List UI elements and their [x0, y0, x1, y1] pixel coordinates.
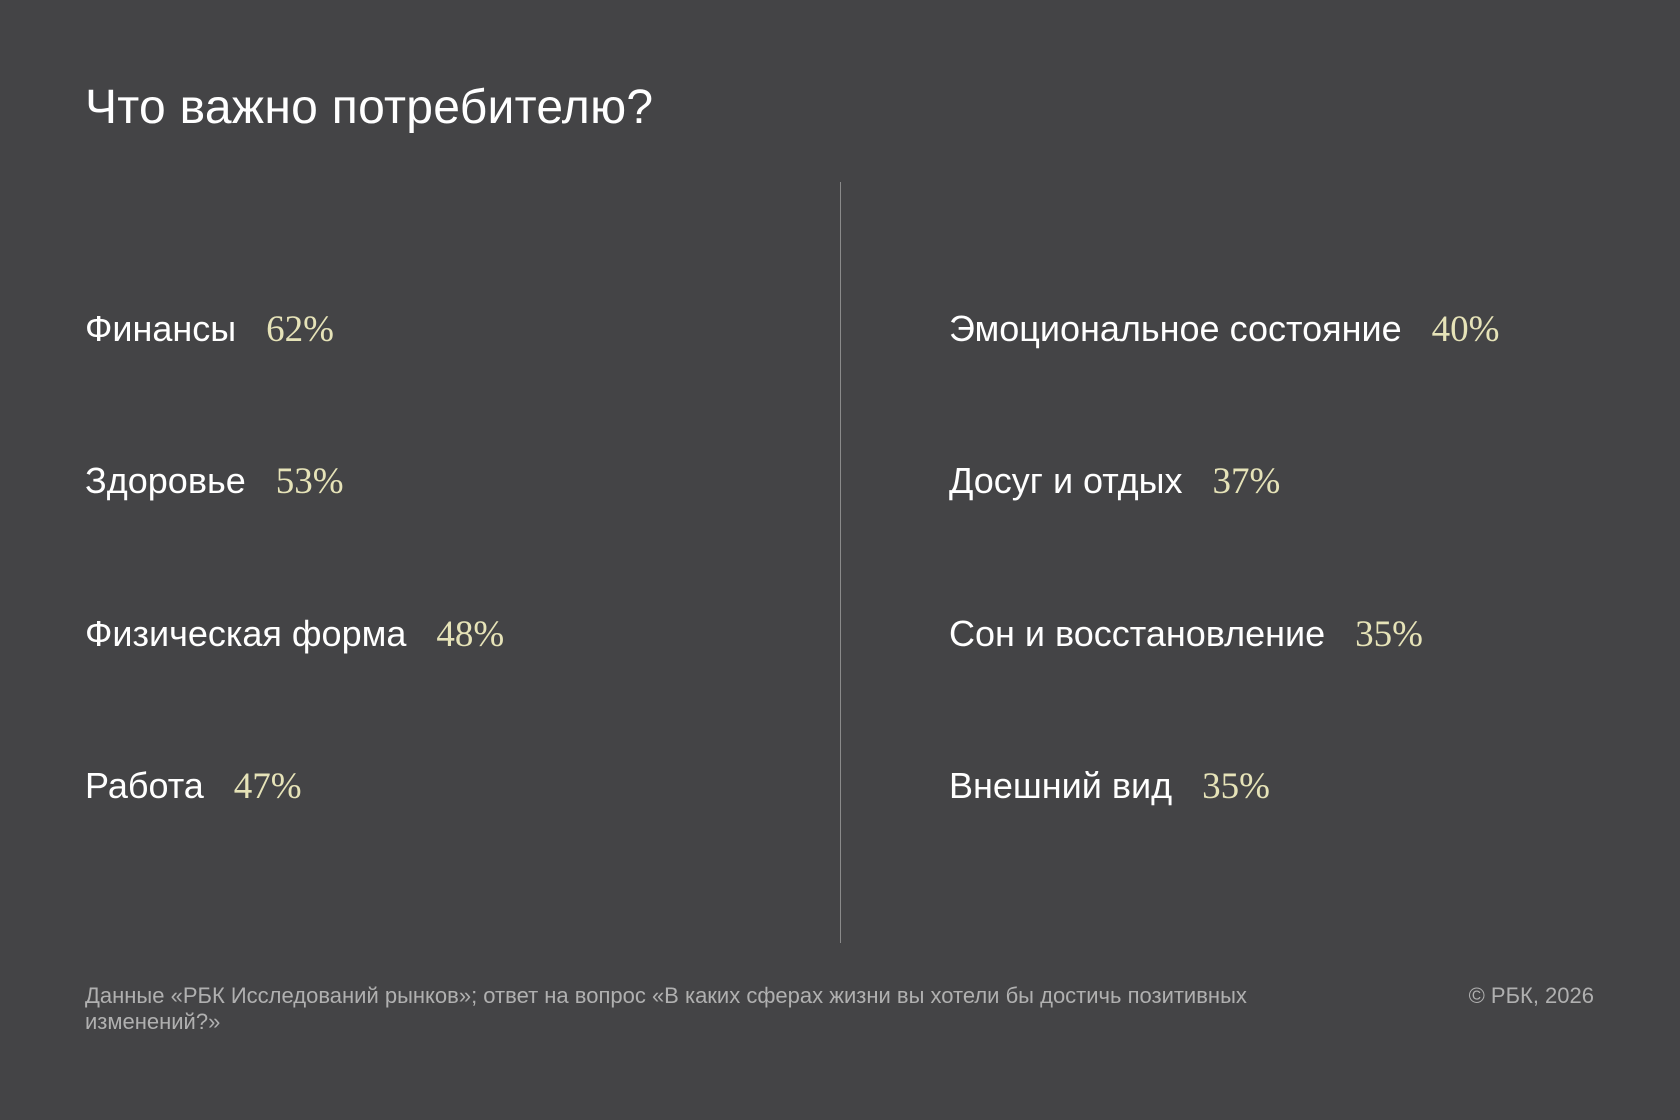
item: Эмоциональное состояние 40% — [949, 309, 1499, 350]
item-label: Внешний вид — [949, 765, 1173, 806]
item-value: 40% — [1431, 309, 1500, 350]
item: Внешний вид 35% — [949, 766, 1270, 807]
copyright: © РБК, 2026 — [1468, 983, 1594, 1008]
item-value: 48% — [436, 614, 505, 655]
item-label: Эмоциональное состояние — [949, 308, 1402, 349]
item-value: 62% — [266, 309, 334, 350]
item-label: Физическая форма — [85, 613, 407, 654]
item-label: Здоровье — [85, 460, 246, 501]
item-label: Досуг и отдых — [949, 460, 1183, 501]
item-value: 35% — [1355, 614, 1423, 655]
divider — [840, 182, 841, 943]
item: Работа 47% — [85, 766, 302, 807]
item-value: 37% — [1212, 461, 1281, 502]
item: Финансы 62% — [85, 309, 334, 350]
source-note: Данные «РБК Исследований рынков»; ответ … — [85, 983, 1247, 1034]
item: Сон и восстановление 35% — [949, 614, 1423, 655]
item-value: 53% — [275, 461, 344, 502]
item: Физическая форма 48% — [85, 614, 504, 655]
item-label: Сон и восстановление — [949, 613, 1326, 654]
item-value: 35% — [1202, 766, 1270, 807]
title: Что важно потребителю? — [85, 81, 654, 134]
item-value: 47% — [233, 766, 302, 807]
item-label: Работа — [85, 765, 204, 806]
item: Досуг и отдых 37% — [949, 461, 1280, 502]
item: Здоровье 53% — [85, 461, 344, 502]
item-label: Финансы — [85, 308, 237, 349]
